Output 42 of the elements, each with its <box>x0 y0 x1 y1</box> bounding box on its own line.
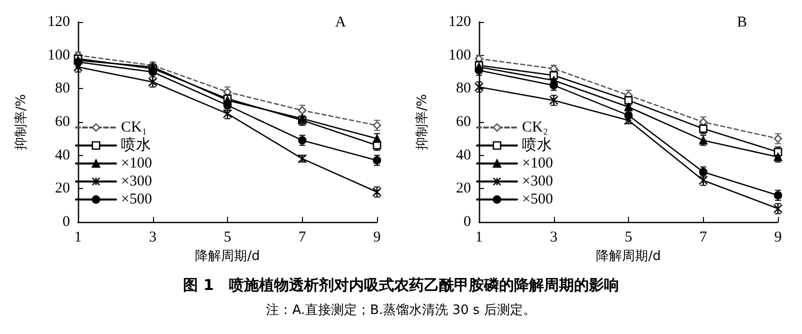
chart-subtitle: A <box>335 14 346 30</box>
legend-label: ×100 <box>121 156 152 172</box>
text: 图 1 喷施植物透析剂对内吸式农药乙酰甲胺磷的降解周期的影响 <box>182 276 620 295</box>
x-tick-label: 3 <box>149 230 156 246</box>
y-tick-label: 100 <box>48 47 70 64</box>
x-axis-title: 降解周期/d <box>596 248 661 264</box>
legend-label: ×100 <box>522 156 553 172</box>
y-tick-label: 80 <box>456 80 471 97</box>
legend-label: ×300 <box>121 174 152 190</box>
y-tick-label: 20 <box>55 180 70 197</box>
y-tick-label: 0 <box>62 214 70 230</box>
y-axis-title: 抑制率/% <box>414 94 430 150</box>
legend-label: ×500 <box>121 192 152 208</box>
legend-label: 喷水 <box>522 136 552 154</box>
x-axis-title: 降解周期/d <box>195 248 260 264</box>
y-tick-label: 40 <box>456 147 471 164</box>
y-tick-label: 120 <box>448 14 471 30</box>
x-tick-label: 7 <box>298 230 306 246</box>
x-tick-label: 9 <box>774 230 782 246</box>
y-tick-label: 60 <box>456 114 471 130</box>
x-tick-label: 1 <box>475 230 483 246</box>
y-tick-label: 0 <box>464 214 471 230</box>
x-tick-label: 9 <box>373 230 381 246</box>
y-tick-label: 20 <box>456 180 471 197</box>
y-tick-label: 80 <box>55 80 70 97</box>
y-tick-label: 120 <box>48 14 70 30</box>
legend-label: ×300 <box>522 174 553 190</box>
legend-label: CK₂ <box>522 120 548 136</box>
chart-subtitle: B <box>736 14 748 30</box>
x-tick-label: 5 <box>624 230 632 246</box>
y-tick-label: 60 <box>55 114 70 130</box>
y-axis-title: 抑制率/% <box>13 94 29 150</box>
x-tick-label: 1 <box>74 230 82 246</box>
y-tick-label: 40 <box>55 147 70 164</box>
y-tick-label: 100 <box>448 47 471 64</box>
x-tick-label: 3 <box>550 230 558 246</box>
x-tick-label: 5 <box>224 230 232 246</box>
text: 注：A.直接测定；B.蒸馏水清洗 30 s 后测定。 <box>265 302 537 319</box>
legend-label: ×500 <box>522 192 553 208</box>
x-tick-label: 7 <box>700 230 708 246</box>
legend-label: 喷水 <box>121 136 151 154</box>
legend-label: CK₁ <box>121 120 148 136</box>
